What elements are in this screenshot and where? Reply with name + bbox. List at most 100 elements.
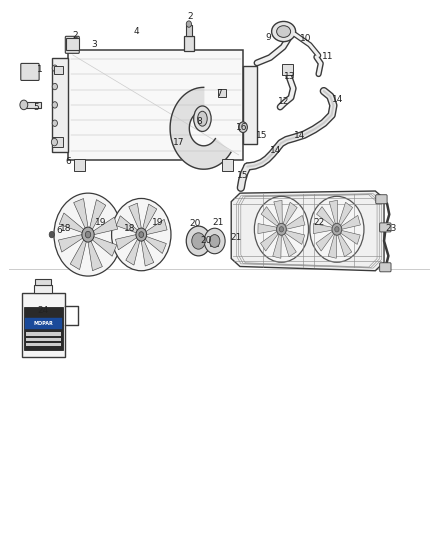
Text: 10: 10	[300, 35, 311, 44]
Polygon shape	[316, 231, 334, 251]
Text: 19: 19	[152, 218, 164, 227]
Bar	[186, 25, 192, 36]
Circle shape	[254, 196, 308, 262]
Text: 2: 2	[72, 31, 78, 40]
Polygon shape	[258, 223, 277, 233]
Circle shape	[52, 65, 57, 71]
Text: 14: 14	[294, 131, 305, 140]
Text: 1: 1	[37, 66, 43, 74]
Bar	[25, 318, 62, 329]
Bar	[283, 64, 293, 75]
Circle shape	[279, 227, 283, 232]
Text: 18: 18	[60, 224, 71, 233]
Polygon shape	[90, 199, 106, 229]
Ellipse shape	[194, 106, 211, 132]
Bar	[25, 102, 41, 108]
Text: 9: 9	[265, 34, 271, 43]
Polygon shape	[129, 203, 141, 229]
FancyBboxPatch shape	[380, 223, 391, 232]
Polygon shape	[274, 200, 282, 224]
Text: 18: 18	[124, 224, 135, 233]
Bar	[210, 236, 218, 246]
Text: 14: 14	[270, 146, 282, 155]
Ellipse shape	[277, 26, 290, 37]
Bar	[223, 159, 233, 171]
Circle shape	[186, 21, 191, 27]
Polygon shape	[273, 235, 281, 259]
Circle shape	[276, 223, 286, 235]
Bar	[35, 279, 51, 285]
Polygon shape	[282, 234, 297, 257]
Text: 4: 4	[133, 27, 139, 36]
Polygon shape	[317, 207, 335, 226]
Polygon shape	[231, 191, 384, 271]
Polygon shape	[338, 234, 352, 257]
Polygon shape	[328, 235, 337, 259]
Bar	[34, 285, 52, 293]
Ellipse shape	[272, 21, 296, 42]
Polygon shape	[126, 239, 140, 265]
Ellipse shape	[198, 111, 207, 126]
Circle shape	[335, 227, 339, 232]
Circle shape	[139, 232, 144, 238]
Bar	[26, 333, 61, 336]
Polygon shape	[58, 235, 83, 252]
Circle shape	[20, 100, 28, 110]
Text: 17: 17	[173, 138, 184, 147]
Polygon shape	[70, 240, 86, 270]
Bar	[52, 138, 63, 147]
Polygon shape	[261, 231, 278, 251]
Text: 22: 22	[313, 219, 324, 228]
Polygon shape	[88, 241, 102, 271]
Circle shape	[136, 228, 147, 241]
Circle shape	[52, 120, 57, 126]
Text: 13: 13	[284, 71, 296, 80]
Polygon shape	[74, 198, 88, 228]
Text: 6: 6	[56, 227, 62, 236]
FancyBboxPatch shape	[65, 36, 79, 53]
Text: 8: 8	[197, 117, 202, 126]
Text: 16: 16	[237, 123, 248, 132]
Polygon shape	[116, 216, 138, 233]
Text: 23: 23	[385, 224, 396, 233]
Bar	[26, 338, 61, 341]
Bar	[218, 90, 226, 98]
Circle shape	[52, 139, 57, 145]
Text: 15: 15	[237, 171, 249, 180]
Polygon shape	[341, 230, 360, 245]
Circle shape	[85, 231, 91, 238]
Text: 2: 2	[188, 12, 194, 21]
Bar	[74, 159, 85, 171]
Polygon shape	[339, 202, 353, 225]
Circle shape	[51, 139, 57, 146]
Circle shape	[239, 122, 247, 133]
Polygon shape	[59, 213, 84, 232]
Bar	[26, 343, 61, 346]
Text: 7: 7	[216, 89, 222, 98]
Circle shape	[49, 231, 54, 238]
FancyBboxPatch shape	[21, 63, 39, 80]
Polygon shape	[143, 204, 157, 230]
Text: 21: 21	[212, 219, 224, 228]
Text: 14: 14	[332, 94, 343, 103]
Polygon shape	[261, 207, 279, 226]
FancyBboxPatch shape	[376, 195, 387, 204]
Polygon shape	[92, 237, 117, 256]
Text: 21: 21	[230, 233, 241, 242]
Bar	[243, 66, 257, 144]
Circle shape	[54, 193, 122, 276]
Polygon shape	[146, 220, 167, 235]
Polygon shape	[116, 235, 137, 250]
Circle shape	[192, 233, 205, 249]
Polygon shape	[283, 202, 297, 225]
Circle shape	[204, 228, 225, 254]
Polygon shape	[286, 215, 305, 229]
Polygon shape	[170, 87, 231, 169]
Bar	[54, 66, 63, 74]
Bar	[21, 293, 65, 357]
Text: 5: 5	[34, 102, 39, 111]
Circle shape	[112, 198, 171, 271]
Polygon shape	[93, 217, 118, 235]
Bar	[24, 307, 63, 351]
Bar	[184, 36, 194, 51]
